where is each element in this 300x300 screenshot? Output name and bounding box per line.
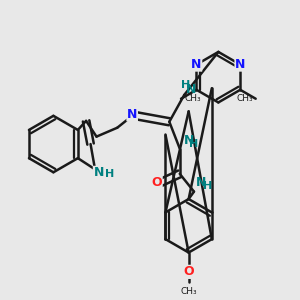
Text: N: N [196,176,206,189]
Text: N: N [127,108,137,121]
Text: N: N [93,167,104,179]
Text: O: O [152,176,162,189]
Text: H: H [189,139,199,149]
Text: N: N [184,134,195,147]
Text: CH₃: CH₃ [236,94,253,103]
Text: H: H [203,181,213,190]
Text: N: N [186,82,196,96]
Text: H: H [105,169,115,179]
Text: N: N [191,58,202,71]
Text: CH₃: CH₃ [180,287,197,296]
Text: H: H [181,80,190,91]
Text: N: N [235,58,245,71]
Text: O: O [183,266,194,278]
Text: CH₃: CH₃ [184,94,201,103]
